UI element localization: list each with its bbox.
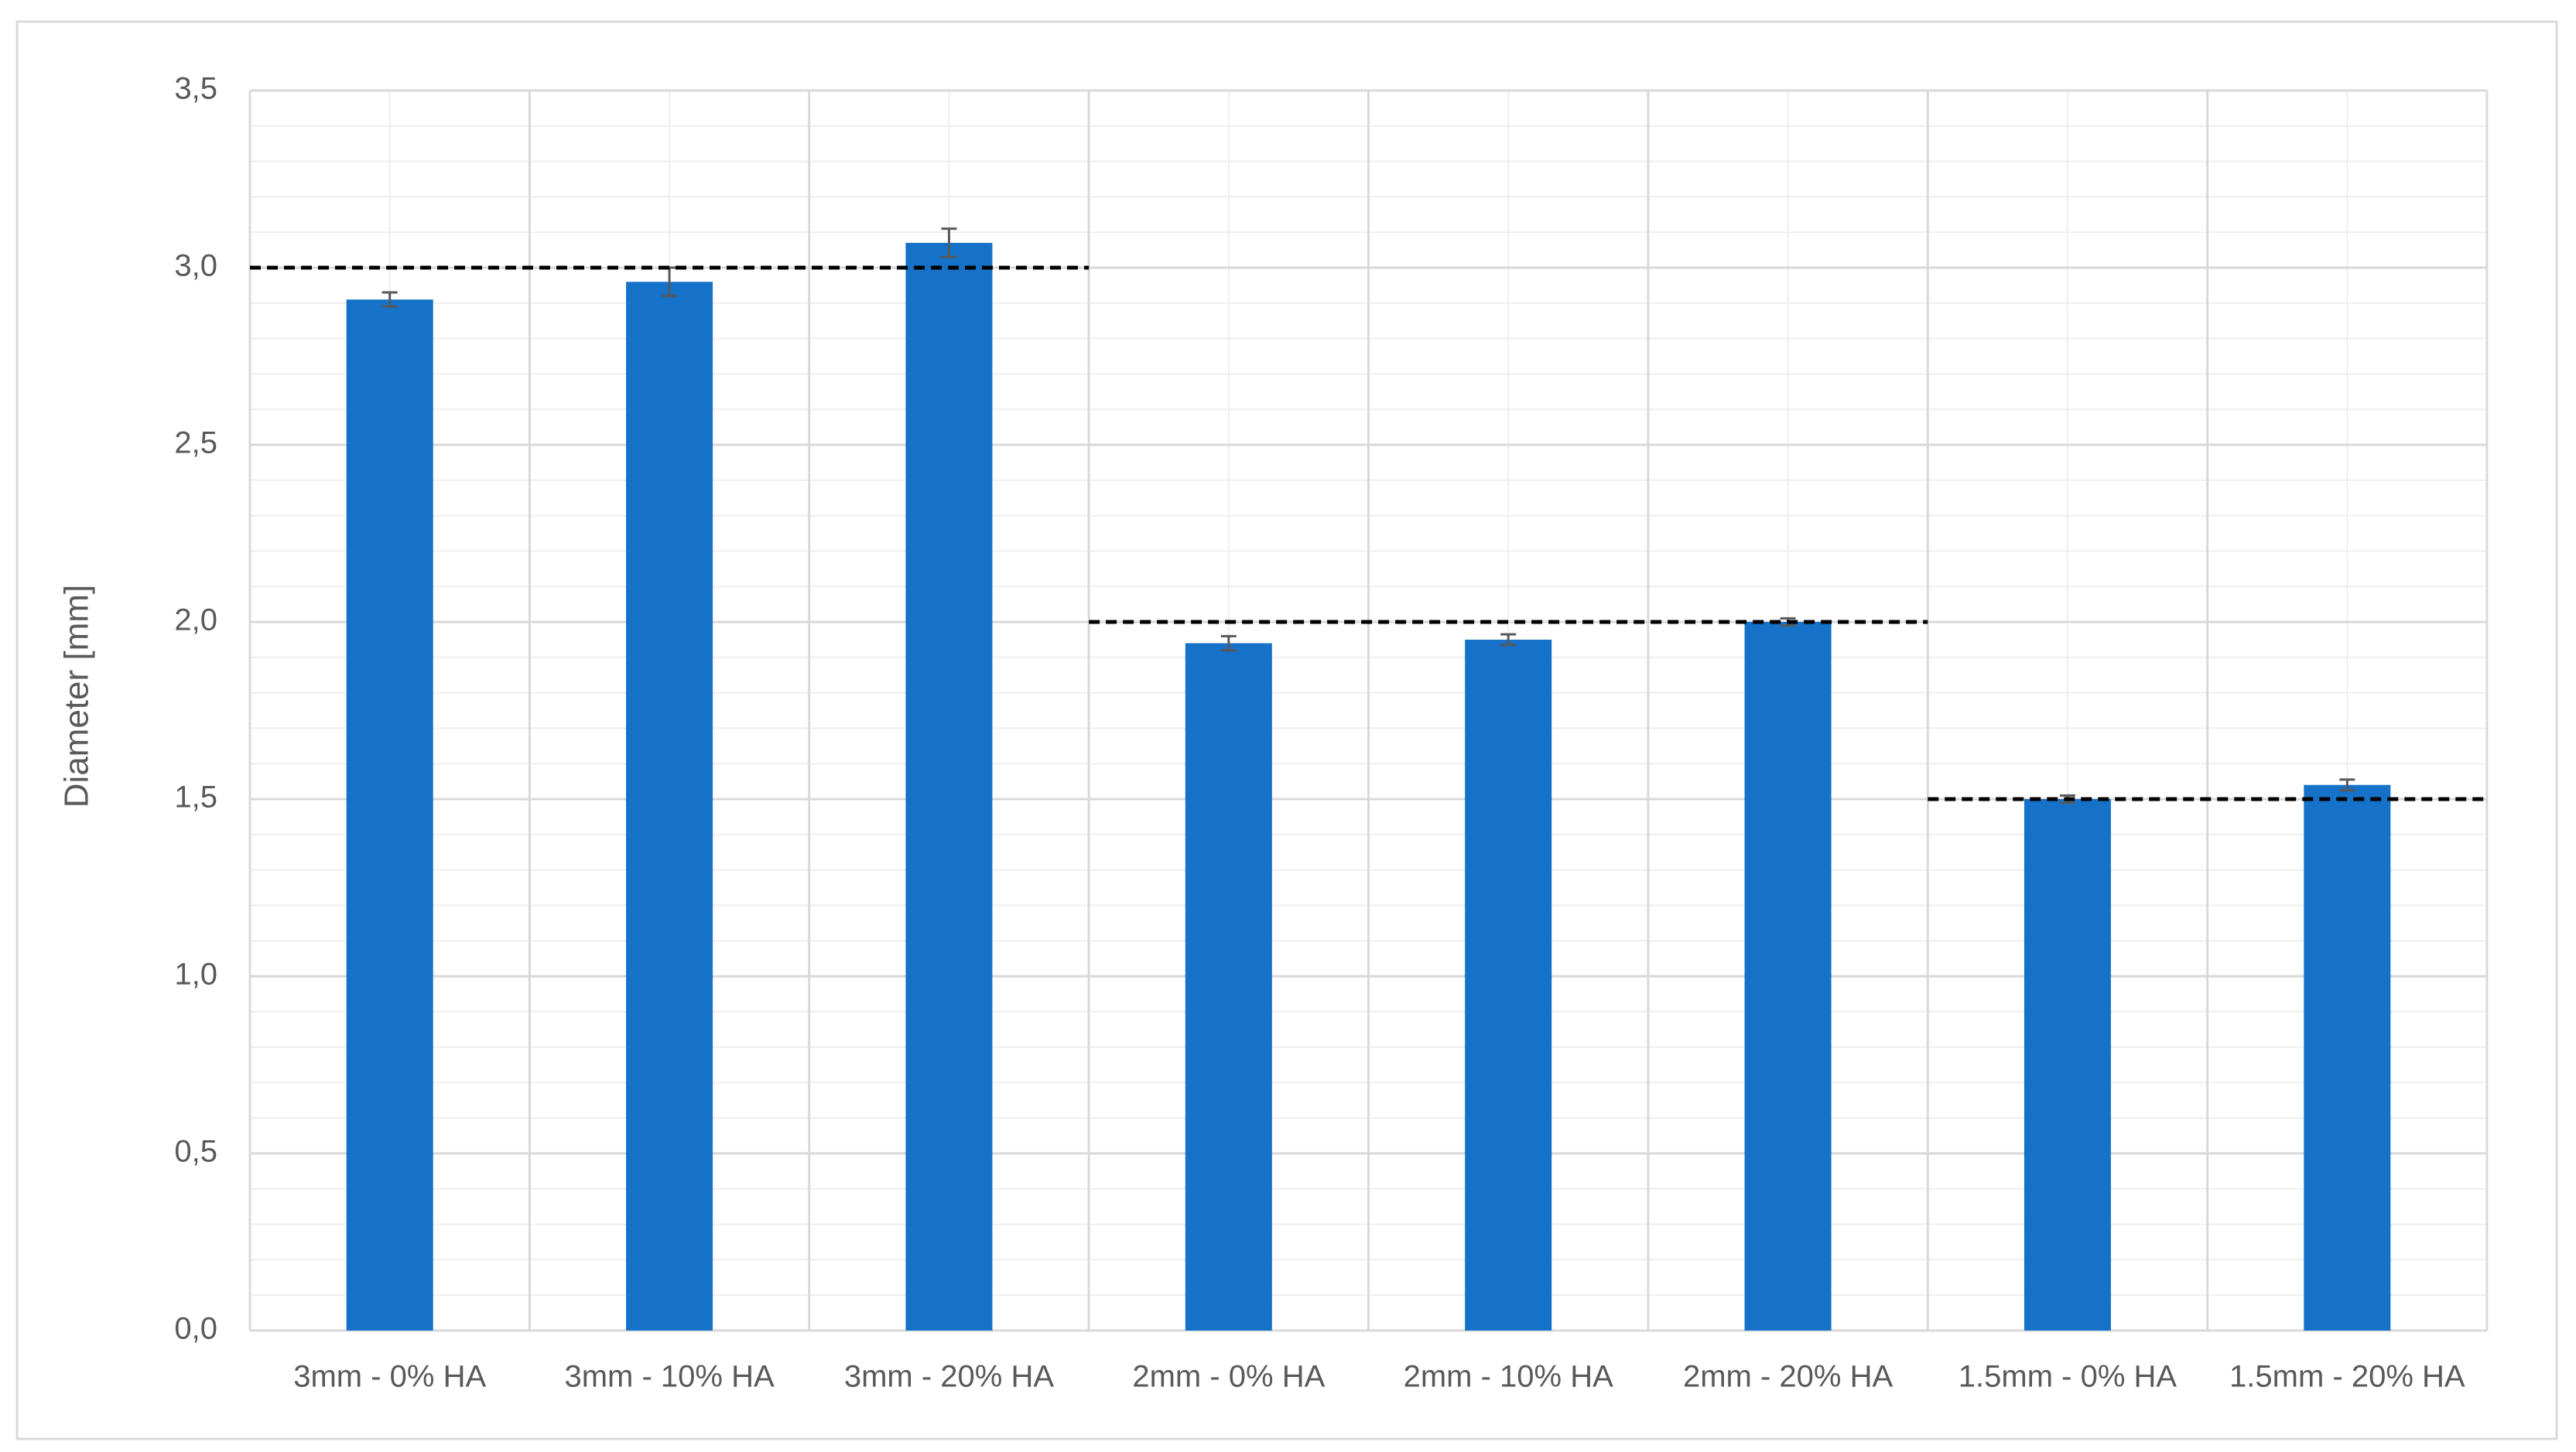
bar (905, 242, 993, 1331)
y-tick-label: 3,5 (174, 72, 217, 106)
bar (1185, 643, 1272, 1331)
y-tick-label: 1,5 (174, 781, 217, 815)
bar (2024, 799, 2111, 1331)
bar (1465, 639, 1552, 1331)
y-axis-label: Diameter [mm] (58, 585, 96, 808)
y-tick-label: 0,5 (174, 1135, 217, 1169)
x-tick-label: 3mm - 0% HA (293, 1360, 486, 1394)
x-tick-label: 1.5mm - 20% HA (2229, 1360, 2465, 1394)
x-tick-label: 1.5mm - 0% HA (1959, 1360, 2177, 1394)
x-tick-label: 3mm - 20% HA (844, 1360, 1054, 1394)
y-tick-label: 2,5 (174, 426, 217, 460)
bar (346, 299, 433, 1331)
y-tick-label: 0,0 (174, 1312, 217, 1346)
y-tick-label: 2,0 (174, 603, 217, 637)
bar (1744, 622, 1832, 1331)
y-tick-label: 3,0 (174, 249, 217, 283)
x-tick-label: 2mm - 10% HA (1404, 1360, 1613, 1394)
chart-frame (15, 20, 2558, 1440)
y-tick-label: 1,0 (174, 958, 217, 992)
x-tick-label: 2mm - 20% HA (1683, 1360, 1893, 1394)
x-tick-label: 2mm - 0% HA (1132, 1360, 1325, 1394)
x-tick-label: 3mm - 10% HA (564, 1360, 774, 1394)
bar (626, 282, 713, 1331)
bar (2304, 784, 2391, 1331)
